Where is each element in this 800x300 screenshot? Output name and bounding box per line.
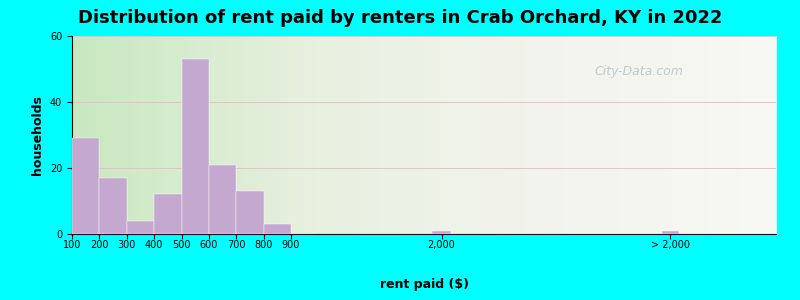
Y-axis label: households: households: [31, 95, 44, 175]
Bar: [99, 178, 126, 234]
Text: rent paid ($): rent paid ($): [379, 278, 469, 291]
Bar: [209, 165, 236, 234]
Bar: [264, 224, 291, 234]
Bar: [154, 194, 182, 234]
Text: City-Data.com: City-Data.com: [594, 65, 683, 78]
Text: Distribution of rent paid by renters in Crab Orchard, KY in 2022: Distribution of rent paid by renters in …: [78, 9, 722, 27]
Bar: [662, 231, 679, 234]
Bar: [182, 59, 209, 234]
Bar: [126, 221, 154, 234]
Bar: [72, 138, 99, 234]
Bar: [432, 231, 451, 234]
Bar: [236, 191, 264, 234]
